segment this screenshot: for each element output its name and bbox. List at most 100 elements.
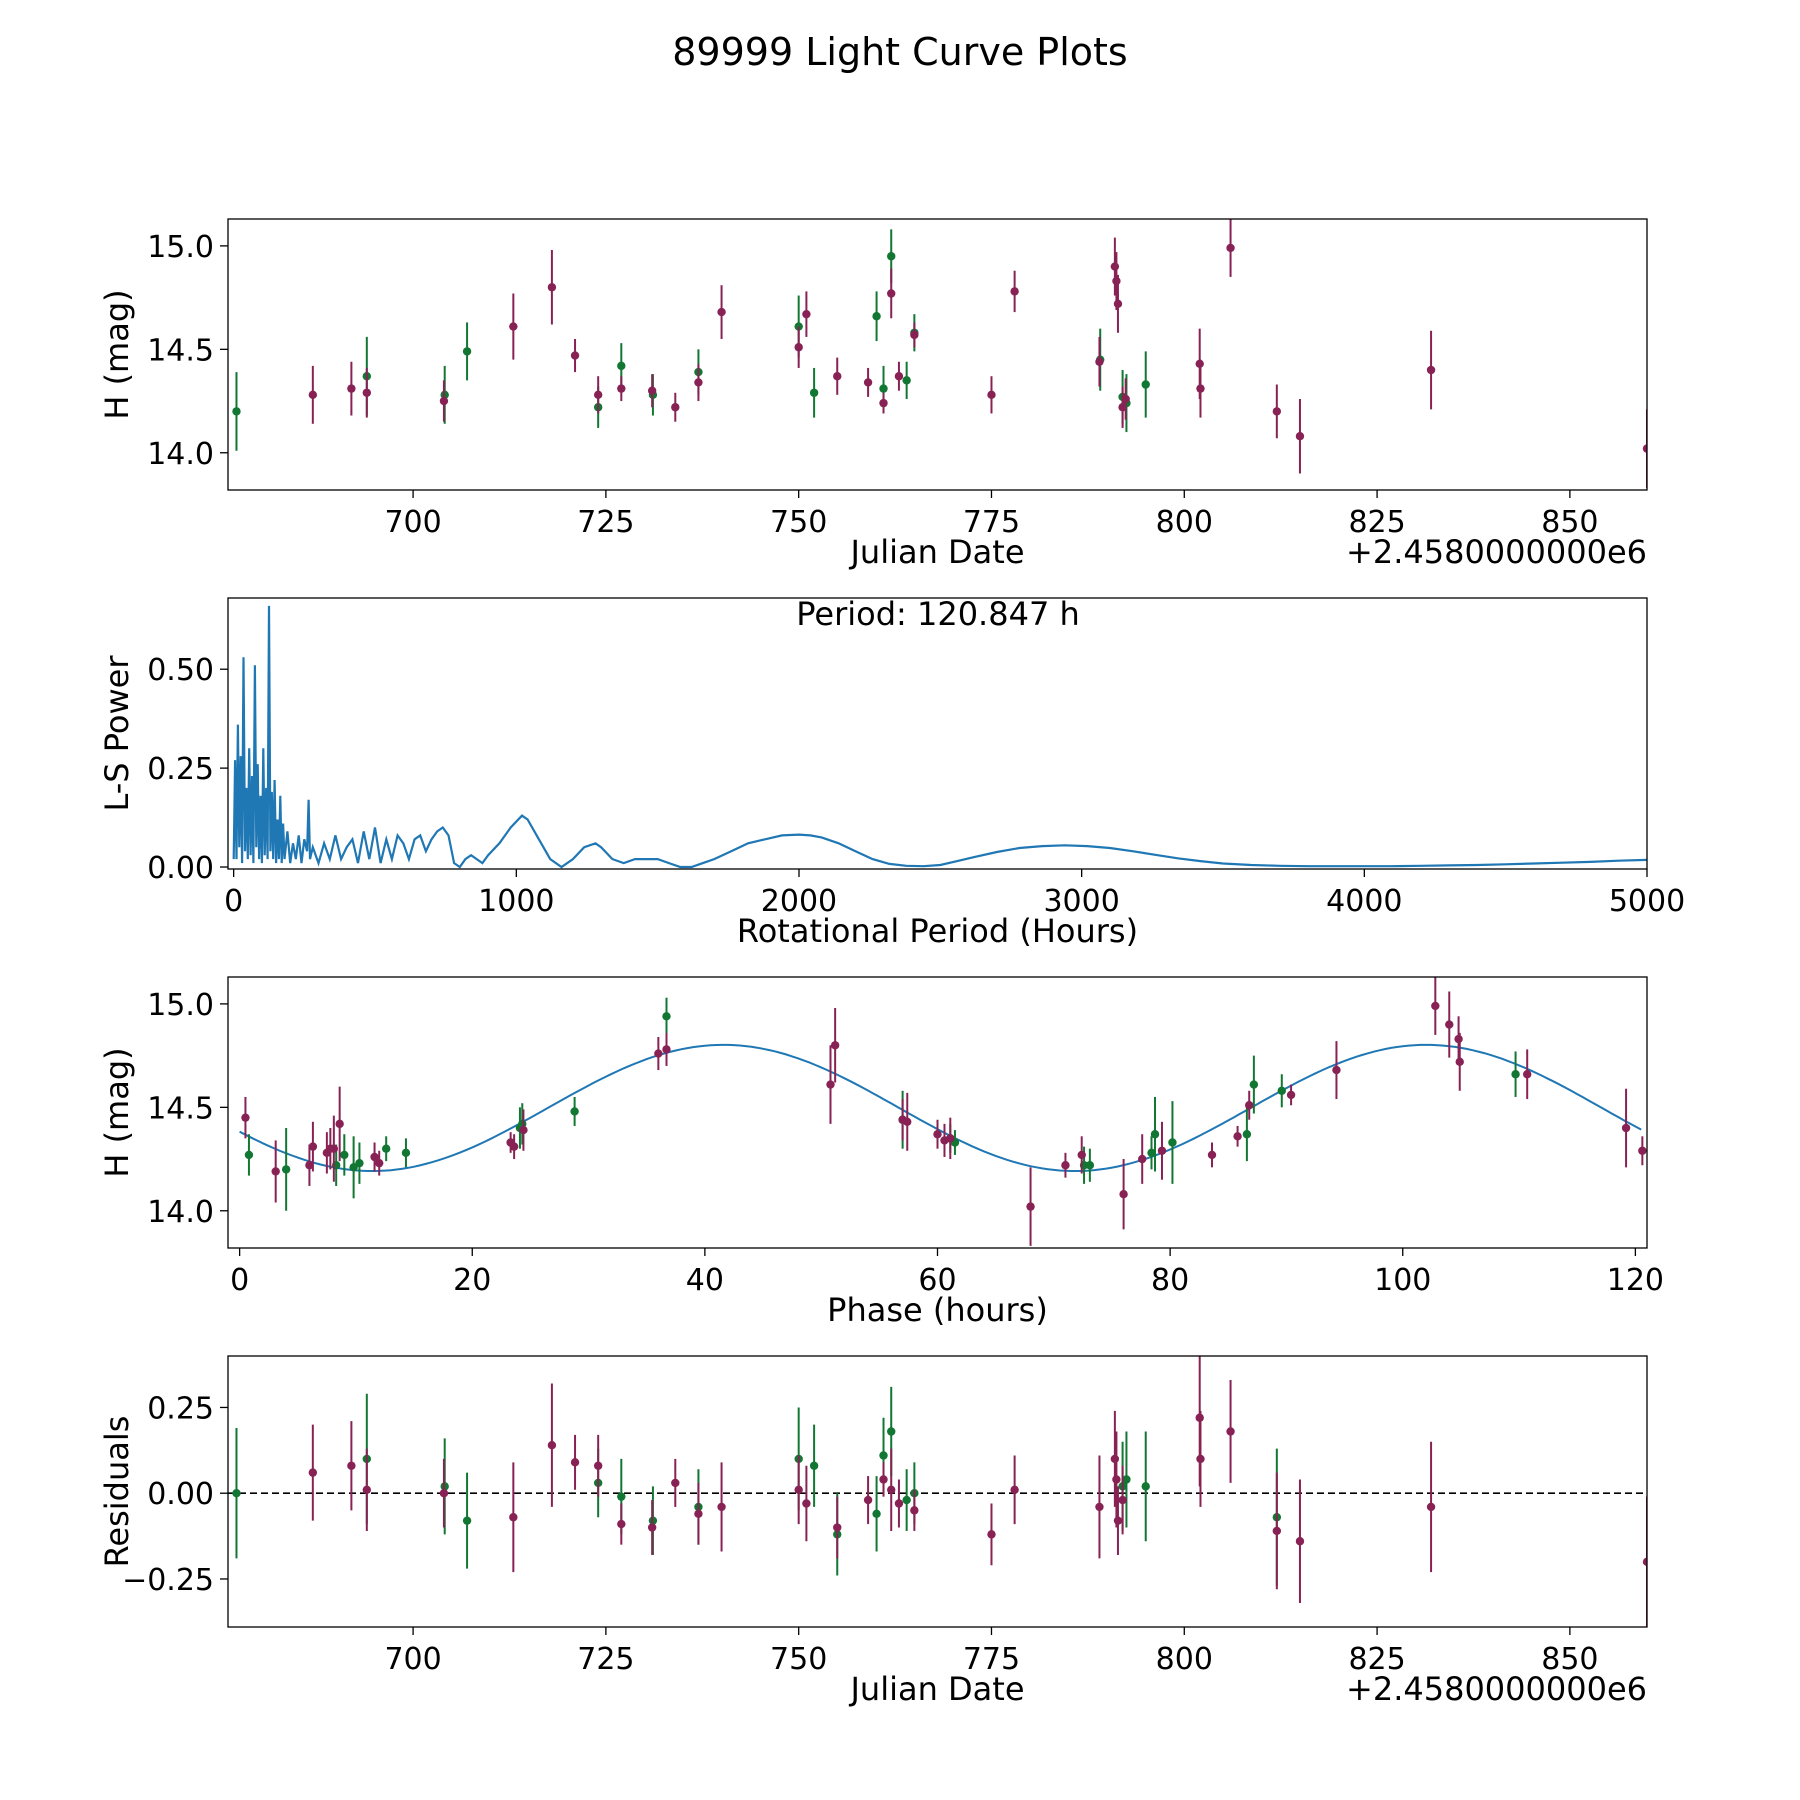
residuals-purple-point bbox=[570, 1458, 580, 1467]
periodogram-panel: 0 1000 2000 3000 4000 5000 0.00 0.25 0.50 Rotat… bbox=[98, 595, 1685, 950]
phased-purple-point bbox=[1157, 1146, 1167, 1155]
periodogram-y-tick-label: 0.50 bbox=[147, 653, 214, 688]
phased-purple-point bbox=[662, 1045, 671, 1054]
phased-purple-point bbox=[1245, 1101, 1254, 1110]
phased-x-tick-label: 20 bbox=[453, 1263, 491, 1298]
phased-green-point bbox=[281, 1165, 291, 1174]
lightcurve-purple-point bbox=[794, 343, 803, 352]
periodogram-x-tick-label: 5000 bbox=[1609, 884, 1685, 919]
lightcurve-green-point bbox=[617, 361, 626, 371]
phased-purple-point bbox=[519, 1125, 528, 1135]
lightcurve-green-point bbox=[232, 407, 241, 416]
residuals-y-tick-label: −0.25 bbox=[122, 1563, 214, 1598]
residuals-purple-point bbox=[1295, 1537, 1305, 1546]
phased-purple-point bbox=[1233, 1132, 1242, 1141]
phased-purple-point bbox=[1332, 1065, 1341, 1075]
residuals-purple-point bbox=[879, 1475, 888, 1484]
residuals-green-point bbox=[887, 1427, 896, 1436]
phased-purple-point bbox=[654, 1049, 663, 1058]
lightcurve-x-tick-label: 700 bbox=[384, 505, 441, 540]
lightcurve-green-point bbox=[462, 347, 472, 356]
phased-y-tick-label: 14.0 bbox=[147, 1195, 214, 1230]
residuals-purple-point bbox=[547, 1440, 557, 1450]
residuals-purple-point bbox=[1226, 1427, 1235, 1436]
lightcurve-x-tick-label: 750 bbox=[770, 505, 827, 540]
residuals-purple-point bbox=[362, 1485, 372, 1494]
phased-purple-point bbox=[1638, 1146, 1647, 1155]
periodogram-y-tick-label: 0.25 bbox=[147, 752, 214, 787]
phased-green-point bbox=[349, 1163, 358, 1172]
lightcurve-purple-point bbox=[617, 384, 626, 393]
phased-x-tick-label: 40 bbox=[686, 1263, 724, 1298]
phased-purple-point bbox=[308, 1142, 318, 1151]
lightcurve-purple-point bbox=[894, 372, 904, 381]
residuals-green-point bbox=[872, 1509, 881, 1518]
periodogram-x-tick-label: 1000 bbox=[478, 884, 554, 919]
residuals-purple-point bbox=[1112, 1475, 1121, 1484]
lightcurve-green-point bbox=[809, 388, 819, 397]
phased-y-tick-label: 14.5 bbox=[147, 1091, 214, 1126]
residuals-purple-point bbox=[1118, 1495, 1127, 1505]
phased-green-point bbox=[355, 1158, 364, 1168]
lightcurve-purple-point bbox=[1121, 394, 1130, 404]
residuals-purple-point bbox=[1113, 1516, 1123, 1525]
phased-purple-point bbox=[1026, 1202, 1035, 1211]
phased-purple-point bbox=[329, 1144, 339, 1153]
phased-purple-point bbox=[946, 1134, 955, 1143]
periodogram-line bbox=[232, 605, 1647, 869]
lightcurve-purple-point bbox=[1010, 287, 1019, 296]
lightcurve-purple-point bbox=[570, 351, 580, 360]
lightcurve-green-point bbox=[879, 384, 888, 393]
residuals-purple-point bbox=[439, 1489, 449, 1498]
lightcurve-purple-point bbox=[647, 386, 657, 395]
phased-x-tick-label: 60 bbox=[918, 1263, 956, 1298]
lightcurve-purple-point bbox=[308, 390, 318, 400]
residuals-panel: 700 725 750 775 800 825 850 −0.25 0.00 0.25 Juli… bbox=[98, 1355, 1648, 1708]
phased-green-point bbox=[1277, 1086, 1286, 1095]
residuals-x-offset-label: +2.4580000000e6 bbox=[1346, 1670, 1647, 1708]
residuals-purple-point bbox=[863, 1495, 873, 1505]
figure-title: 89999 Light Curve Plots bbox=[672, 30, 1127, 74]
phased-purple-point bbox=[1431, 1001, 1440, 1011]
residuals-green-point bbox=[232, 1489, 241, 1498]
phased-purple-point bbox=[375, 1158, 384, 1168]
residuals-purple-point bbox=[1196, 1454, 1205, 1464]
periodogram-x-tick-label: 2000 bbox=[761, 884, 837, 919]
fit-curve bbox=[239, 1043, 1642, 1172]
lightcurve-purple-point bbox=[1272, 407, 1282, 416]
periodogram-plot-area bbox=[232, 605, 1647, 869]
phased-purple-point bbox=[1138, 1154, 1147, 1164]
lightcurve-purple-point bbox=[694, 378, 703, 387]
lightcurve-purple-point bbox=[879, 398, 888, 408]
periodogram-y-tick-label: 0.00 bbox=[147, 851, 214, 886]
residuals-green-point bbox=[902, 1495, 911, 1505]
residuals-y-tick-label: 0.25 bbox=[147, 1391, 214, 1426]
periodogram-x-tick-label: 3000 bbox=[1043, 884, 1119, 919]
phased-purple-point bbox=[305, 1161, 314, 1170]
phased-green-point bbox=[1511, 1070, 1520, 1079]
lightcurve-purple-point bbox=[987, 390, 996, 400]
residuals-x-tick-label: 750 bbox=[770, 1642, 827, 1677]
periodogram-x-tick-label: 4000 bbox=[1326, 884, 1402, 919]
residuals-purple-point bbox=[1426, 1502, 1436, 1512]
residuals-green-point bbox=[617, 1492, 626, 1501]
phased-purple-point bbox=[1522, 1070, 1532, 1079]
lightcurve-purple-point bbox=[439, 396, 449, 406]
phased-green-point bbox=[1242, 1130, 1252, 1139]
lightcurve-axes-frame bbox=[227, 218, 1648, 491]
residuals-purple-point bbox=[1095, 1502, 1104, 1512]
residuals-x-tick-label: 800 bbox=[1156, 1642, 1213, 1677]
residuals-purple-point bbox=[347, 1461, 356, 1470]
phased-green-point bbox=[1168, 1138, 1177, 1147]
residuals-x-tick-label: 850 bbox=[1541, 1642, 1598, 1677]
lightcurve-x-tick-label: 725 bbox=[577, 505, 634, 540]
residuals-purple-point bbox=[1010, 1485, 1019, 1494]
phased-panel: 0 20 40 60 80 100 120 14.0 14.5 15.0 Phase (hour… bbox=[98, 976, 1664, 1329]
phased-purple-point bbox=[335, 1119, 344, 1129]
lightcurve-y-ticks: 14.0 14.5 15.0 bbox=[147, 230, 228, 472]
residuals-x-tick-label: 825 bbox=[1348, 1642, 1405, 1677]
phased-purple-point bbox=[933, 1130, 942, 1139]
residuals-purple-point bbox=[887, 1485, 896, 1494]
phased-purple-point bbox=[271, 1167, 280, 1176]
